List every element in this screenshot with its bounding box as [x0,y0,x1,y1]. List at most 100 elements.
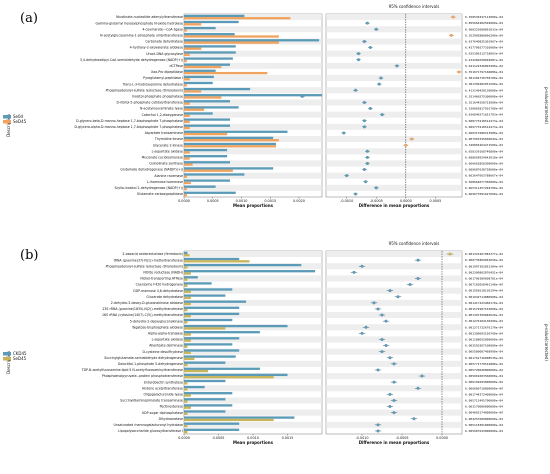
row-stripe-right [326,373,462,380]
bar-series-a [184,39,320,42]
category-label: Inositol-phosphate phosphatase [132,94,183,98]
row-stripe-left [184,99,322,106]
category-label: Histone acetyltransferase [142,386,183,390]
diff-point [342,131,346,135]
diff-point [451,15,455,19]
bar-series-b [184,151,190,154]
bar-series-b [184,53,190,56]
bar-series-b [184,290,191,293]
bar-series-a [184,33,235,36]
p-value: 6.608058924643810e-04 [465,155,503,159]
diff-point [416,276,420,280]
p-value: 6.001942714080900e-04 [465,295,503,299]
diff-point [345,174,349,178]
diff-point [376,307,380,311]
row-stripe-right [326,312,462,319]
diff-point [364,325,368,329]
row-stripe-left [184,397,322,404]
diff-point [392,398,396,402]
row-stripe-right [326,299,462,306]
row-stripe-right [326,26,462,33]
p-value: 6.005907643000000e-04 [465,429,503,433]
bar-series-a [184,179,230,182]
category-label: 4-coumarate---CoA ligase [142,27,183,31]
bar-series-a [184,404,233,407]
diff-point [388,405,392,409]
diff-point [410,137,414,141]
bar-series-b [184,120,190,124]
diff-point [384,319,388,323]
bar-series-a [184,106,239,109]
p-value: 6.427796577310000e-04 [465,46,503,50]
diff-point [300,94,304,98]
p-value: 6.001271732676170e-04 [465,325,503,329]
diff-point [362,119,366,123]
panel-label: (a) [20,11,38,26]
category-label: Glucarate dehydratase [146,295,183,299]
category-label: Quinolinate synthase [149,162,183,166]
p-value: 6.600687638728680e-04 [465,168,503,172]
diff-point [374,27,378,31]
category-label: Pectinesterase [160,405,183,409]
p-value: 6.669677091627060e-04 [465,192,503,196]
bar-series-b [184,388,188,391]
bar-series-a [184,270,316,273]
bar-series-a [184,288,233,291]
panel-label: (b) [20,248,38,263]
category-label: Succinyldiaminopimelate transaminase [120,399,183,403]
category-label: D-cysteine desulfhydrase [143,350,184,354]
row-stripe-left [184,111,322,118]
category-label: Phosphoenolpyruvate--protein phosphotran… [102,374,183,378]
bar-series-a [184,410,226,413]
category-label: L-aspartate oxidase [152,149,183,153]
row-stripe-left [184,385,322,392]
diff-point [365,155,369,159]
row-stripe-left [184,172,322,179]
row-stripe-left [184,160,322,167]
right-tick-label: -0.0005 [395,436,408,440]
bar-series-b [184,357,195,361]
bar-series-a [184,343,233,346]
bar-series-a [184,355,236,358]
diff-point [357,58,361,62]
bar-series-b [184,169,233,172]
p-value: 6.413140428130000e-04 [465,88,503,92]
row-stripe-right [326,287,462,294]
bar-series-b [184,339,191,342]
p-value: 6.608773218514473e-04 [465,119,503,123]
row-stripe-left [184,184,322,191]
bar-series-b [184,278,188,281]
category-label: Coenzyme F420 hydrogenase [136,283,183,287]
diff-point [392,411,396,415]
category-label: 16S rRNA (cytosine(1407)-C(5))-methyltra… [102,313,183,317]
bar-series-b [184,132,228,136]
p-value: 6.001502618130194e-04 [465,289,503,293]
bar-series-a [184,349,240,352]
p-value: 6.003170000000000e-04 [465,405,503,409]
diff-point [396,295,400,299]
category-label: Scyllo-inositol 2-dehydrogenase (NADP(+)… [114,186,183,190]
bar-series-a [184,379,226,383]
bar-series-b [184,126,190,130]
bar-series-b [184,23,202,26]
bar-series-b [184,78,190,81]
bar-series-a [184,14,245,18]
category-label: L-aspartate oxidase [152,338,183,342]
row-stripe-right [326,50,462,57]
bar-series-b [184,175,187,178]
bar-series-a [184,251,188,255]
bar-series-b [184,145,276,148]
category-label: Glycerate 2-kinase [153,143,183,147]
diff-point [388,356,392,360]
bar-series-a [184,191,236,194]
bar-series-b [184,351,191,354]
bar-series-a [184,276,198,279]
diff-point [388,392,392,396]
bar-series-a [184,94,322,97]
p-value: 6.000735869963650e-04 [465,258,503,262]
category-label: tRNA (guanine(37)-N(1))-methyltransferas… [114,258,183,262]
category-label: Lipopolysaccharide glucosyltransferase I [118,429,183,433]
bar-series-b [184,65,222,69]
diff-point [360,331,364,335]
